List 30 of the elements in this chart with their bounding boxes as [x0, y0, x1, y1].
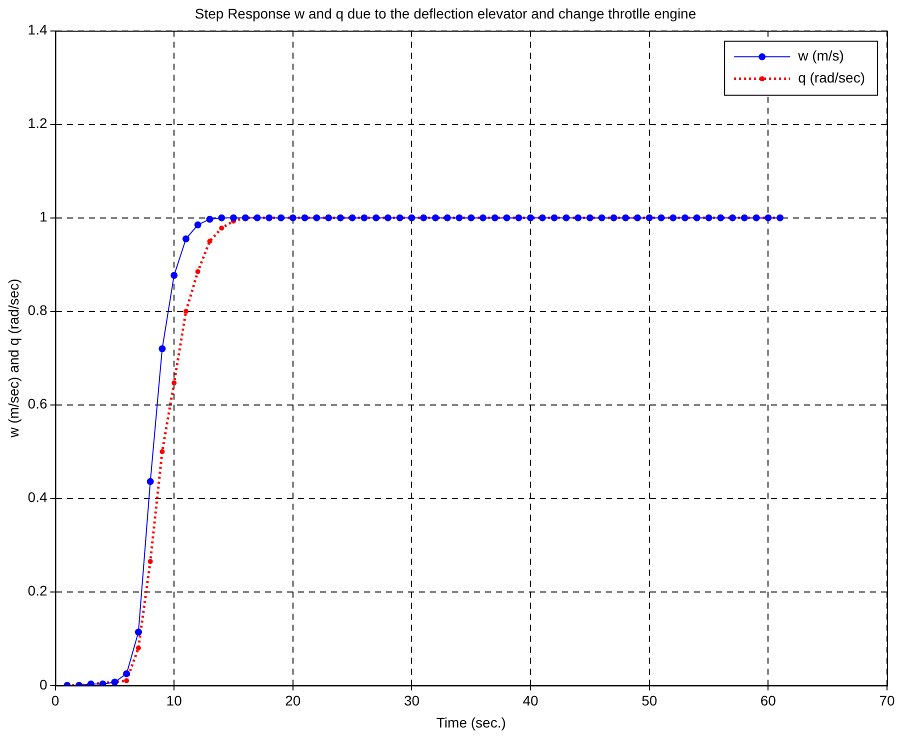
y-tick-label: 0.6 — [28, 396, 48, 412]
y-tick-label: 0.8 — [28, 302, 48, 318]
chart-title: Step Response w and q due to the deflection elevator and change throtlle engine — [194, 5, 696, 22]
x-tick-label: 30 — [404, 692, 420, 709]
y-tick-label: 1.4 — [28, 22, 48, 38]
point — [136, 645, 141, 650]
x-tick-label: 50 — [642, 692, 658, 709]
x-tick-label: 70 — [879, 692, 895, 709]
x-tick-label: 10 — [166, 692, 182, 709]
point — [160, 449, 165, 454]
point — [195, 269, 200, 274]
point — [207, 238, 212, 244]
point — [172, 380, 177, 386]
point — [148, 558, 153, 564]
y-tick-label: 1.2 — [28, 115, 48, 132]
x-tick-label: 40 — [522, 692, 539, 709]
x-tick-label: 60 — [760, 692, 776, 709]
x-axis-title: Time (sec.) — [436, 714, 506, 730]
y-tick-label: 0 — [39, 676, 48, 692]
legend-label: q (rad/sec) — [798, 70, 866, 86]
point — [183, 308, 188, 314]
y-tick-label: 0.2 — [28, 582, 48, 599]
x-tick-label: 0 — [51, 692, 60, 709]
point — [124, 678, 130, 684]
y-tick-label: 1 — [39, 208, 48, 225]
y-axis-title: w (m/sec) and q (rad/sec) — [5, 278, 22, 438]
point — [219, 226, 224, 231]
legend-label: w (m/s) — [797, 48, 844, 64]
x-tick-label: 20 — [285, 692, 301, 709]
y-tick-label: 0.4 — [28, 489, 48, 506]
